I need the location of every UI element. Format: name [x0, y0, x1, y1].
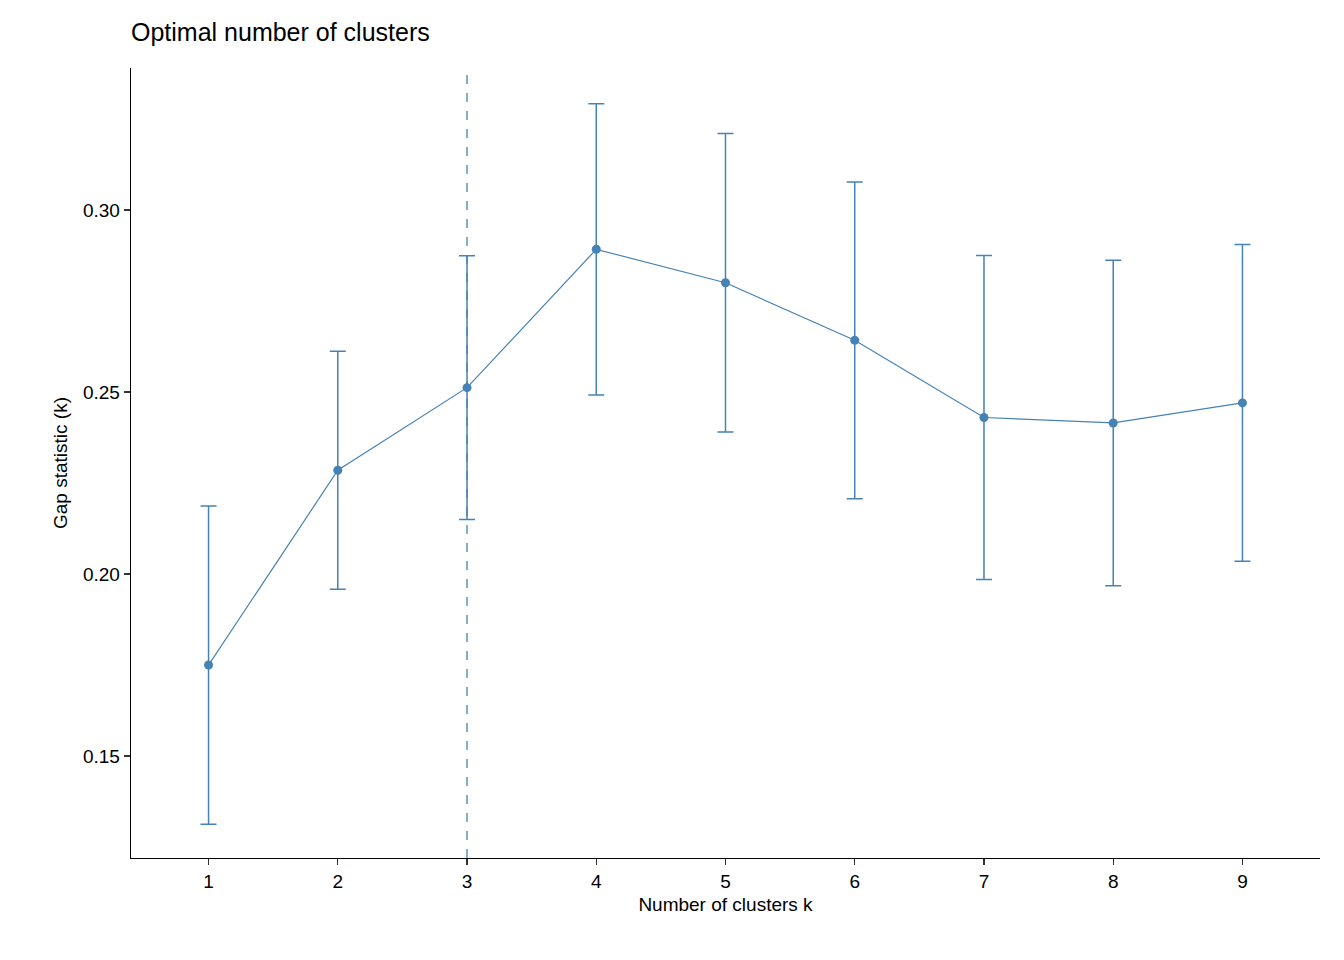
svg-text:Gap statistic (k): Gap statistic (k)	[50, 397, 71, 529]
svg-text:8: 8	[1108, 871, 1119, 892]
svg-text:7: 7	[979, 871, 990, 892]
svg-text:0.30: 0.30	[83, 200, 120, 221]
svg-text:Optimal number of clusters: Optimal number of clusters	[131, 18, 430, 46]
svg-text:5: 5	[720, 871, 731, 892]
svg-text:0.25: 0.25	[83, 382, 120, 403]
svg-text:Number of clusters k: Number of clusters k	[638, 894, 813, 915]
svg-text:2: 2	[332, 871, 343, 892]
svg-text:3: 3	[462, 871, 473, 892]
svg-text:6: 6	[849, 871, 860, 892]
svg-text:4: 4	[591, 871, 602, 892]
svg-text:0.20: 0.20	[83, 564, 120, 585]
svg-text:0.15: 0.15	[83, 746, 120, 767]
svg-text:9: 9	[1237, 871, 1248, 892]
svg-text:1: 1	[203, 871, 214, 892]
